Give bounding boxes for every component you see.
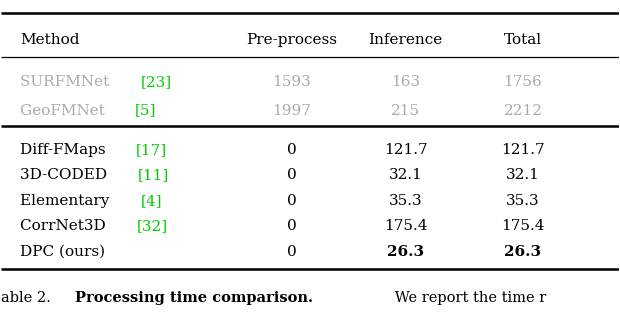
Text: able 2.: able 2. <box>1 291 58 305</box>
Text: 1593: 1593 <box>272 75 311 89</box>
Text: 121.7: 121.7 <box>384 143 427 157</box>
Text: 0: 0 <box>286 194 296 208</box>
Text: 35.3: 35.3 <box>389 194 422 208</box>
Text: 32.1: 32.1 <box>389 168 423 182</box>
Text: Processing time comparison.: Processing time comparison. <box>75 291 312 305</box>
Text: 0: 0 <box>286 143 296 157</box>
Text: 35.3: 35.3 <box>506 194 540 208</box>
Text: Elementary: Elementary <box>20 194 114 208</box>
Text: 2212: 2212 <box>503 104 542 118</box>
Text: 32.1: 32.1 <box>506 168 540 182</box>
Text: GeoFMNet: GeoFMNet <box>20 104 110 118</box>
Text: We report the time r: We report the time r <box>381 291 547 305</box>
Text: [11]: [11] <box>138 168 169 182</box>
Text: 0: 0 <box>286 219 296 233</box>
Text: Diff-FMaps: Diff-FMaps <box>20 143 110 157</box>
Text: [23]: [23] <box>141 75 172 89</box>
Text: SURFMNet: SURFMNet <box>20 75 114 89</box>
Text: 163: 163 <box>391 75 420 89</box>
Text: 26.3: 26.3 <box>387 245 424 259</box>
Text: 3D-CODED: 3D-CODED <box>20 168 112 182</box>
Text: DPC (ours): DPC (ours) <box>20 245 105 259</box>
Text: [4]: [4] <box>141 194 162 208</box>
Text: Pre-process: Pre-process <box>246 33 337 47</box>
Text: 121.7: 121.7 <box>501 143 545 157</box>
Text: 26.3: 26.3 <box>505 245 541 259</box>
Text: [5]: [5] <box>135 104 157 118</box>
Text: 1997: 1997 <box>272 104 311 118</box>
Text: 175.4: 175.4 <box>384 219 427 233</box>
Text: [17]: [17] <box>136 143 167 157</box>
Text: 175.4: 175.4 <box>501 219 545 233</box>
Text: 0: 0 <box>286 168 296 182</box>
Text: [32]: [32] <box>136 219 167 233</box>
Text: 1756: 1756 <box>503 75 542 89</box>
Text: Method: Method <box>20 33 79 47</box>
Text: CorrNet3D: CorrNet3D <box>20 219 110 233</box>
Text: Inference: Inference <box>368 33 443 47</box>
Text: 215: 215 <box>391 104 420 118</box>
Text: 0: 0 <box>286 245 296 259</box>
Text: Total: Total <box>504 33 542 47</box>
